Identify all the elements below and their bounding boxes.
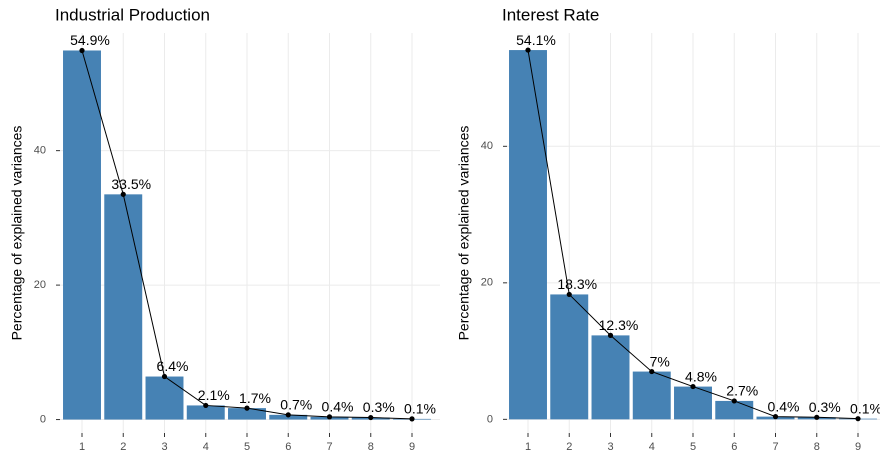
bar [632,371,671,420]
data-label: 1.7% [239,390,271,406]
point [120,191,126,197]
x-tick-label: 1 [525,441,531,453]
bar [228,408,266,420]
point [772,414,779,420]
data-label: 0.4% [322,399,354,415]
bar [104,194,143,420]
x-tick-label: 1 [79,441,85,453]
y-axis-title: Percentage of explained variances [9,126,25,341]
x-tick-label: 4 [649,441,655,453]
x-tick-label: 8 [368,441,374,453]
chart-title: Interest Rate [502,5,599,24]
x-tick-label: 6 [731,441,737,453]
y-tick-label: 40 [34,145,46,157]
point [814,414,820,420]
bar [509,50,547,420]
data-label: 0.1% [404,401,436,417]
data-label: 18.3% [557,276,597,292]
data-label: 0.7% [280,397,312,413]
y-tick-label: 0 [487,413,493,425]
data-label: 33.5% [111,176,151,192]
bar [186,405,225,420]
x-tick-label: 7 [326,441,332,453]
data-label: 7% [650,353,670,369]
point [409,416,415,422]
point [244,405,250,411]
point [326,414,333,420]
data-label: 2.7% [726,383,758,399]
x-tick-label: 3 [607,441,613,453]
x-tick-label: 2 [120,441,126,453]
data-label: 54.9% [70,32,110,48]
bar [674,386,712,420]
x-tick-label: 5 [244,441,250,453]
x-tick-label: 8 [814,441,820,453]
chart-title: Industrial Production [55,5,210,24]
data-label: 0.1% [850,400,880,416]
point [731,398,737,404]
y-tick-label: 40 [481,140,493,152]
data-label: 0.4% [768,398,800,414]
y-tick-label: 0 [40,413,46,425]
point [855,416,861,422]
bar [63,50,101,420]
point [368,414,374,421]
bar [715,400,754,420]
x-tick-label: 9 [409,441,415,453]
data-label: 12.3% [599,317,639,333]
bar [591,335,630,420]
x-tick-label: 2 [566,441,572,453]
point [161,373,168,380]
y-tick-label: 20 [34,279,46,291]
point [285,412,291,418]
data-label: 54.1% [516,32,556,48]
point [649,368,655,375]
x-tick-label: 9 [855,441,861,453]
point [203,402,209,409]
data-label: 6.4% [157,358,189,374]
point [525,47,531,53]
x-tick-label: 5 [690,441,696,453]
data-label: 2.1% [198,387,230,403]
bar [145,376,184,420]
y-axis-title: Percentage of explained variances [456,126,472,341]
point [607,332,614,338]
x-tick-label: 7 [772,441,778,453]
point [79,47,85,54]
point [566,291,572,298]
x-tick-label: 3 [161,441,167,453]
y-tick-label: 20 [481,277,493,289]
panel: 54.1% 18.3% 12.3% 7% 4.8% 2.7% 0.4% 0.3% 0.1% [507,32,880,433]
bar [550,294,589,420]
data-label: 4.8% [685,368,717,384]
x-tick-label: 6 [285,441,291,453]
panel: 54.9% 33.5% 6.4% 2.1% 1.7% 0.7% 0.4% 0.3% 0.1% [60,32,440,433]
point [690,383,696,390]
x-tick-label: 4 [203,441,209,453]
data-label: 0.3% [363,399,395,415]
data-label: 0.3% [809,399,841,415]
